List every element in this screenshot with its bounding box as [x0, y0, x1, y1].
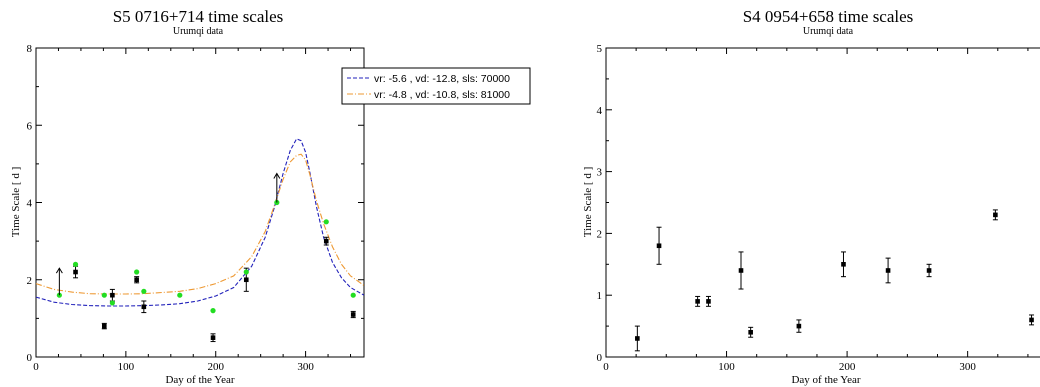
data-point [841, 262, 846, 267]
data-point [993, 212, 998, 218]
plot-frame [35, 47, 365, 358]
green-data-point [177, 292, 183, 298]
data-point [796, 323, 802, 329]
y-tick-label: 3 [597, 167, 603, 179]
y-tick-label: 4 [27, 198, 33, 210]
data-point [323, 238, 329, 244]
green-data-point [210, 308, 216, 314]
green-data-point [350, 292, 356, 298]
limit-arrow-head [273, 172, 281, 179]
data-point [73, 269, 78, 275]
green-data-point [243, 269, 249, 275]
y-tick-label: 4 [597, 105, 603, 117]
x-tick-label: 300 [297, 361, 314, 373]
x-tick-label: 0 [603, 361, 609, 373]
y-tick-label: 6 [27, 120, 33, 132]
data-point [885, 268, 891, 273]
data-point [695, 299, 700, 304]
data-point [110, 292, 115, 298]
model-curve-line [35, 153, 365, 295]
model-curves [35, 138, 365, 307]
x-axis-label: Day of the Year [165, 374, 234, 386]
x-axis-label: Day of the Year [791, 374, 860, 386]
chart-panel-s5-0716: S5 0716+714 time scales Urumqi data Day … [10, 7, 531, 386]
green-data-point [109, 300, 115, 306]
y-tick-label: 2 [27, 275, 33, 287]
green-data-point [72, 261, 79, 267]
x-tick-label: 200 [207, 361, 224, 373]
x-tick-label: 300 [959, 361, 976, 373]
x-tick-label: 100 [118, 361, 135, 373]
data-point [926, 268, 932, 273]
y-tick-label: 1 [597, 290, 603, 302]
chart-title: S5 0716+714 time scales [113, 7, 284, 26]
data-point [141, 304, 147, 310]
y-tick-label: 0 [27, 352, 33, 364]
data-point [1029, 317, 1034, 323]
x-tick-label: 200 [839, 361, 856, 373]
chart-subtitle: Urumqi data [803, 26, 854, 37]
data-point [748, 329, 753, 335]
plot-frame [605, 47, 1040, 358]
green-data-point [141, 288, 147, 294]
data-marks [55, 172, 356, 343]
chart-panel-s4-0954: S4 0954+658 time scales Urumqi data Day … [582, 7, 1040, 386]
green-data-point [101, 292, 107, 298]
data-point [738, 268, 744, 273]
chart-subtitle: Urumqi data [173, 26, 224, 37]
x-tick-label: 0 [33, 361, 39, 373]
axis-ticks: 0 100 200 300 0 1 2 3 4 5 [597, 43, 1029, 373]
green-data-point [323, 219, 329, 225]
data-point [656, 243, 662, 249]
y-tick-label: 2 [597, 228, 603, 240]
green-data-point [134, 269, 140, 275]
legend-label-2: vr: -4.8 , vd: -10.8, sls: 81000 [374, 89, 510, 101]
legend: vr: -5.6 , vd: -12.8, sls: 70000 vr: -4.… [341, 67, 531, 105]
y-tick-label: 8 [27, 43, 33, 55]
limit-arrow-head [55, 267, 63, 274]
data-point [210, 335, 216, 340]
data-point [101, 323, 107, 329]
y-tick-label: 5 [597, 43, 603, 55]
legend-box [341, 67, 531, 105]
data-point [706, 299, 711, 304]
legend-label-1: vr: -5.6 , vd: -12.8, sls: 70000 [374, 73, 510, 85]
data-point [243, 277, 249, 283]
data-point [134, 277, 139, 283]
y-axis-label: Time Scale [ d ] [10, 167, 22, 237]
data-marks [634, 209, 1035, 352]
y-axis-label: Time Scale [ d ] [582, 167, 594, 237]
model-curve-line [35, 138, 365, 307]
y-tick-label: 0 [597, 352, 603, 364]
data-point [635, 336, 640, 341]
chart-title: S4 0954+658 time scales [743, 7, 914, 26]
axis-ticks: 0 100 200 300 0 2 4 6 8 [27, 43, 364, 373]
x-tick-label: 100 [718, 361, 735, 373]
data-point [350, 312, 356, 317]
